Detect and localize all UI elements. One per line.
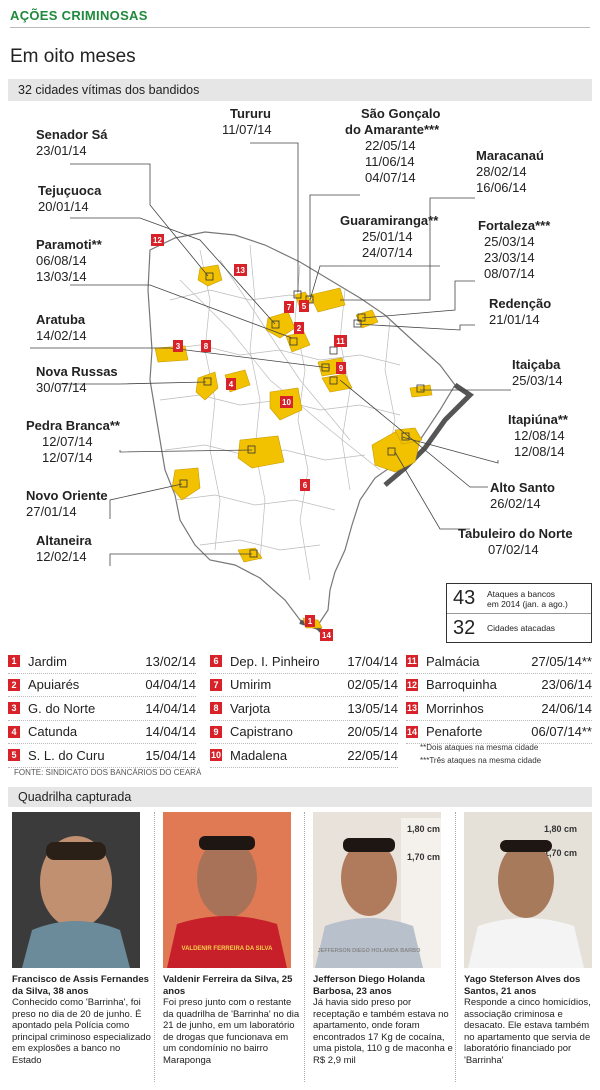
label-tejucuoca: Tejuçuoca 20/01/14	[38, 183, 102, 214]
label-itapiuna: Itapiúna** 12/08/14 12/08/14	[508, 412, 568, 459]
list-item: 7 Umirim 02/05/14	[210, 674, 398, 697]
page-title: Em oito meses	[10, 46, 136, 67]
label-nova-russas: Nova Russas 30/07/14	[36, 364, 118, 395]
state-outline	[147, 231, 456, 626]
svg-text:1,80 cm: 1,80 cm	[407, 824, 440, 834]
label-fortaleza: Fortaleza*** 25/03/14 23/03/14 08/07/14	[478, 218, 551, 281]
list-item: 1 Jardim 13/02/14	[8, 650, 196, 674]
svg-text:1: 1	[308, 617, 313, 626]
coast-shadow	[383, 382, 474, 487]
svg-text:VALDENIR FERREIRA DA SILVA: VALDENIR FERREIRA DA SILVA	[182, 946, 274, 952]
caption-4: Yago Steferson Alves dos Santos, 21 anos…	[464, 974, 591, 1066]
list-item: 6 Dep. I. Pinheiro 17/04/14	[210, 650, 398, 674]
label-tururu: Tururu 11/07/14	[222, 106, 272, 137]
list-item: 8 Varjota 13/05/14	[210, 697, 398, 721]
label-sao-goncalo: São Gonçalo do Amarante*** 22/05/14 11/06/1…	[345, 106, 441, 185]
map-badges: 12 13 7 5 2 3 8 11 9 4 10 6 1 14	[151, 234, 347, 641]
label-paramoti: Paramoti** 06/08/14 13/03/14	[36, 237, 102, 284]
svg-text:3: 3	[176, 342, 181, 351]
label-guaramiranga: Guaramiranga** 25/01/14 24/07/14	[340, 213, 439, 260]
svg-text:12: 12	[153, 236, 162, 245]
label-novo-oriente: Novo Oriente 27/01/14	[26, 488, 108, 519]
list-item: 12 Barroquinha 23/06/14	[406, 674, 592, 697]
label-alto-santo: Alto Santo 26/02/14	[490, 480, 555, 511]
label-itaicaba: Itaiçaba 25/03/14	[512, 357, 563, 388]
label-tabuleiro-do-norte: Tabuleiro do Norte 07/02/14	[458, 526, 573, 557]
list-item: 2 Apuiarés 04/04/14	[8, 674, 196, 697]
svg-text:10: 10	[282, 398, 291, 407]
svg-text:7: 7	[287, 303, 292, 312]
svg-text:6: 6	[303, 481, 308, 490]
mugshot-4: 1,80 cm 1,70 cm	[464, 812, 592, 968]
list-item: 5 S. L. do Curu 15/04/14	[8, 744, 196, 768]
caption-2: Valdenir Ferreira da Silva, 25 anos Foi p…	[163, 974, 300, 1066]
svg-text:1,70 cm: 1,70 cm	[544, 848, 577, 858]
section-kicker: AÇÕES CRIMINOSAS	[10, 8, 148, 23]
kicker-divider	[10, 27, 590, 28]
list-item: 13 Morrinhos 24/06/14	[406, 697, 592, 721]
caption-3: Jefferson Diego Holanda Barbosa, 23 anos…	[313, 974, 453, 1066]
source-credit: FONTE: SINDICATO DOS BANCÁRIOS DO CEARÁ	[14, 768, 202, 777]
label-maracanau: Maracanaú 28/02/14 16/06/14	[476, 148, 544, 195]
svg-text:13: 13	[236, 266, 245, 275]
label-redencao: Redenção 21/01/14	[489, 296, 552, 327]
label-altaneira: Altaneira 12/02/14	[36, 533, 92, 564]
list-item: 3 G. do Norte 14/04/14	[8, 697, 196, 721]
caption-divider	[154, 812, 155, 1082]
svg-text:14: 14	[322, 631, 331, 640]
summary-box: 43 Ataques a bancos em 2014 (jan. a ago.)…	[446, 583, 592, 643]
summary-attacks: 43 Ataques a bancos em 2014 (jan. a ago.)	[453, 587, 568, 609]
mugshot-2: VALDENIR FERREIRA DA SILVA	[163, 812, 291, 968]
attack-list-col-2: 6 Dep. I. Pinheiro 17/04/14 7 Umirim 02/05/1…	[210, 650, 398, 768]
svg-text:JEFFERSON DIEGO HOLANDA BARBO: JEFFERSON DIEGO HOLANDA BARBO	[318, 948, 421, 954]
svg-text:8: 8	[204, 342, 209, 351]
leader-lines	[30, 142, 511, 566]
svg-text:1,70 cm: 1,70 cm	[407, 852, 440, 862]
gang-section-title: Quadrilha capturada	[18, 790, 132, 804]
svg-text:11: 11	[336, 337, 345, 346]
list-item: 10 Madalena 22/05/14	[210, 744, 398, 768]
footnotes: **Dois ataques na mesma cidade ***Três a…	[420, 743, 542, 765]
svg-text:9: 9	[339, 364, 344, 373]
svg-text:5: 5	[302, 302, 307, 311]
list-item: 11 Palmácia 27/05/14**	[406, 650, 592, 674]
attack-list-col-1: 1 Jardim 13/02/14 2 Apuiarés 04/04/14 3 G. do…	[8, 650, 196, 768]
ceara-map: 12 13 7 5 2 3 8 11 9 4 10 6 1 14	[30, 142, 511, 642]
list-item: 9 Capistrano 20/05/14	[210, 721, 398, 744]
subtitle: 32 cidades vítimas dos bandidos	[18, 83, 200, 97]
subtitle-bar: 32 cidades vítimas dos bandidos	[8, 79, 592, 101]
caption-divider	[455, 812, 456, 1082]
svg-text:4: 4	[229, 380, 234, 389]
label-aratuba: Aratuba 14/02/14	[36, 312, 87, 343]
caption-divider	[304, 812, 305, 1082]
mugshot-3: 1,80 cm 1,70 cm JEFFERSON DIEGO HOLANDA …	[313, 812, 441, 968]
label-pedra-branca: Pedra Branca** 12/07/14 12/07/14	[26, 418, 120, 465]
mugshot-1	[12, 812, 140, 968]
list-item: 4 Catunda 14/04/14	[8, 721, 196, 744]
summary-cities: 32 Cidades atacadas	[447, 613, 591, 642]
svg-text:2: 2	[297, 324, 302, 333]
svg-text:1,80 cm: 1,80 cm	[544, 824, 577, 834]
list-item: 14 Penaforte 06/07/14**	[406, 721, 592, 744]
label-senador-sa: Senador Sá 23/01/14	[36, 127, 108, 158]
caption-1: Francisco de Assis Fernandes da Silva, 3…	[12, 974, 151, 1066]
gang-section-bar: Quadrilha capturada	[8, 787, 592, 807]
city-markers	[179, 272, 425, 558]
attack-list-col-3: 11 Palmácia 27/05/14** 12 Barroquinha 23/06/…	[406, 650, 592, 744]
